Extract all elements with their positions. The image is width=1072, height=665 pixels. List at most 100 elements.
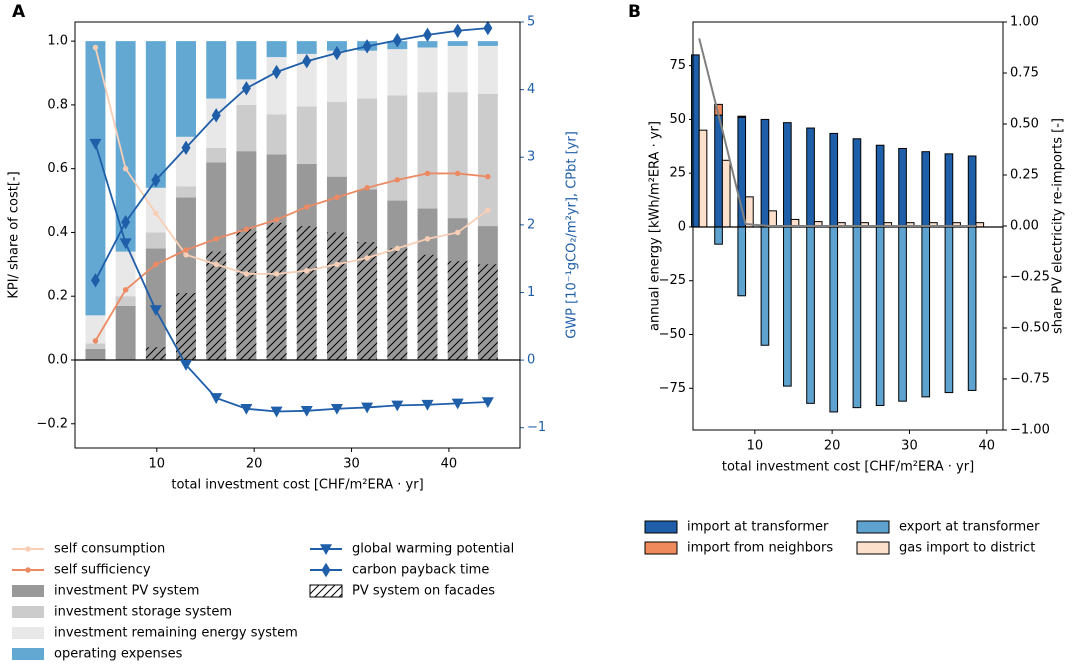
y2-tick-label: 0	[527, 353, 535, 368]
legend-swatch	[12, 585, 44, 597]
hatch-bar	[447, 261, 468, 360]
bar	[477, 41, 498, 46]
marker	[183, 252, 189, 258]
legend-swatch	[25, 567, 31, 573]
legend-swatch	[25, 546, 31, 552]
bar	[326, 101, 347, 177]
bar	[921, 226, 931, 398]
bar	[176, 186, 196, 198]
bar	[266, 114, 287, 155]
bar	[477, 93, 498, 227]
marker	[304, 204, 310, 210]
y-tick-label: −0.2	[36, 416, 68, 431]
y2-tick-label: −1	[527, 420, 546, 435]
bar	[477, 45, 498, 94]
marker	[394, 245, 401, 252]
x-tick-label: 20	[824, 439, 841, 454]
bar	[236, 41, 257, 80]
marker	[422, 27, 432, 43]
line	[698, 38, 976, 227]
y2-axis-label: GWP [10⁻¹gCO₂/m²yr], CPbt [yr]	[565, 131, 580, 339]
marker	[92, 44, 99, 51]
line	[94, 27, 488, 281]
y-tick-label: 25	[669, 166, 686, 181]
y-tick-label: 0.6	[47, 161, 68, 176]
bar	[447, 41, 468, 46]
bar	[944, 226, 954, 394]
marker	[483, 20, 493, 36]
marker	[153, 261, 159, 268]
bar	[357, 50, 378, 99]
bar	[85, 343, 106, 349]
bar	[806, 127, 815, 228]
bar	[875, 226, 885, 406]
legend-swatch	[644, 520, 678, 534]
marker	[213, 236, 219, 242]
y-axis-label: KPI/ share of cost[-]	[7, 171, 22, 298]
bar	[921, 151, 931, 228]
marker	[243, 271, 250, 277]
bar	[806, 226, 815, 404]
bar	[417, 92, 438, 209]
marker	[300, 406, 313, 417]
bar	[768, 210, 777, 228]
legend-swatch	[856, 520, 890, 534]
bar	[176, 136, 196, 187]
marker	[454, 229, 461, 236]
marker	[394, 177, 401, 183]
x-tick-label: 40	[978, 439, 995, 454]
bar	[760, 118, 770, 228]
bar	[145, 232, 166, 249]
bar	[387, 49, 408, 96]
hatch-bar	[176, 293, 196, 360]
marker	[211, 108, 221, 123]
y2-tick-label: 0.25	[1010, 168, 1039, 183]
marker	[122, 287, 129, 293]
bar	[266, 41, 287, 58]
bar	[115, 296, 136, 306]
bar	[206, 147, 227, 163]
legend-label: self sufficiency	[54, 563, 151, 578]
marker	[122, 165, 129, 172]
y-tick-label: 0.4	[47, 225, 68, 240]
marker	[153, 210, 159, 217]
marker	[330, 403, 343, 415]
x-tick-label: 40	[441, 457, 458, 472]
marker	[270, 406, 283, 418]
x-axis-label: total investment cost [CHF/m²ERA · yr]	[722, 460, 974, 475]
marker	[424, 170, 431, 177]
marker	[149, 305, 162, 317]
bar	[266, 57, 287, 115]
marker	[304, 267, 310, 274]
marker	[90, 273, 100, 288]
bar	[296, 41, 317, 54]
marker	[121, 214, 131, 230]
x-axis-label: total investment cost [CHF/m²ERA · yr]	[171, 478, 423, 493]
hatch-bar	[387, 248, 408, 360]
line	[94, 172, 488, 342]
bar	[975, 222, 985, 228]
marker	[364, 255, 370, 261]
bar	[115, 305, 136, 360]
legend-swatch	[12, 627, 44, 639]
marker	[485, 207, 491, 213]
marker	[210, 393, 223, 404]
x-tick-label: 30	[343, 457, 360, 472]
legend-swatch	[644, 541, 678, 555]
y2-tick-label: 0.50	[1010, 117, 1039, 132]
legend-label: investment remaining energy system	[54, 626, 298, 641]
bar	[721, 159, 731, 228]
y-tick-label: 50	[669, 112, 686, 127]
legend-swatch	[12, 648, 44, 660]
panel-label: A	[12, 2, 26, 22]
y2-tick-label: 5	[527, 15, 535, 30]
marker	[241, 81, 251, 96]
y-tick-label: −50	[659, 327, 686, 342]
legend-label: investment storage system	[54, 605, 232, 620]
legend-label: self consumption	[54, 542, 165, 557]
marker	[454, 170, 461, 177]
bar	[357, 98, 378, 190]
y2-tick-label: 4	[527, 82, 535, 97]
legend-label: export at transformer	[899, 520, 1040, 535]
marker	[424, 236, 431, 242]
